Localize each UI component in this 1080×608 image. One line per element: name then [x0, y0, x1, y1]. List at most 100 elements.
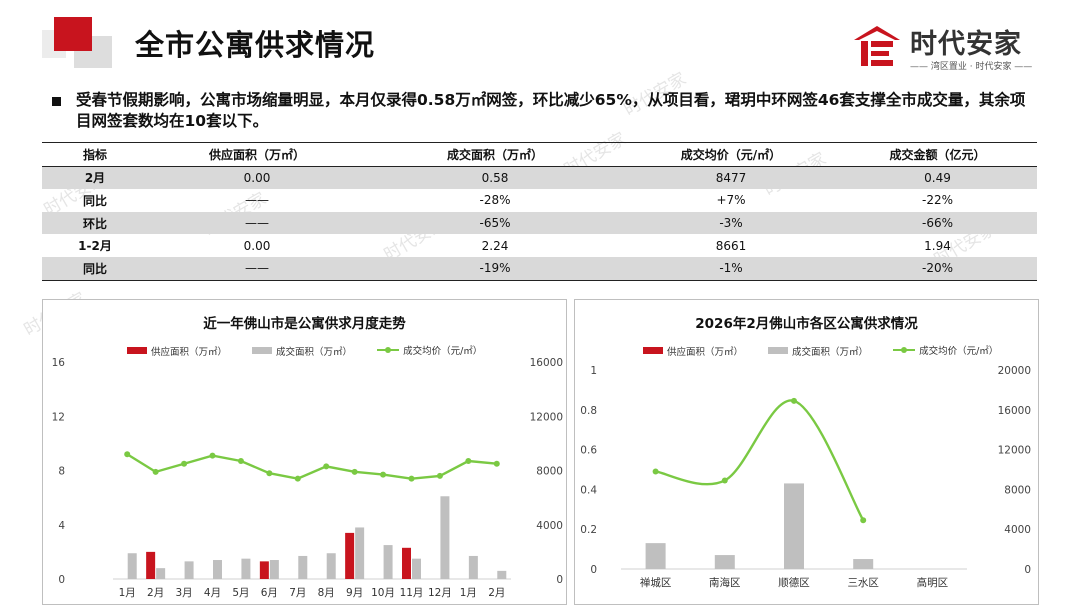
- table-header-row: 指标 供应面积（万㎡） 成交面积（万㎡） 成交均价（元/㎡） 成交金额（亿元）: [42, 142, 1037, 167]
- bar-deal: [269, 560, 279, 579]
- bar-deal: [497, 570, 507, 579]
- table-cell: 0.00: [148, 166, 366, 190]
- table-cell: 1-2月: [78, 239, 112, 254]
- bar-deal: [241, 558, 251, 579]
- table-cell: -28%: [479, 193, 511, 208]
- x-tick-label: 三水区: [847, 577, 879, 589]
- legend-swatch-icon: [768, 347, 789, 354]
- table-cell: ——: [245, 193, 269, 208]
- summary-table: 指标 供应面积（万㎡） 成交面积（万㎡） 成交均价（元/㎡） 成交金额（亿元） …: [42, 142, 1037, 281]
- table-cell: 2.24: [481, 238, 509, 253]
- legend-item-supply: 供应面积（万㎡）: [643, 344, 743, 358]
- table-row: 2月 0.00 0.58 8477 0.49: [42, 166, 1037, 190]
- y-left-tick-label: 0.6: [580, 445, 597, 457]
- bar-supply: [402, 547, 411, 579]
- y-right-tick-label: 4000: [536, 520, 563, 532]
- y-left-tick-label: 0: [58, 574, 65, 586]
- bar-deal: [127, 553, 137, 579]
- point-price: [860, 517, 867, 524]
- y-right-tick-label: 12000: [530, 411, 563, 423]
- bar-deal: [298, 555, 308, 579]
- bar-deal: [326, 553, 336, 579]
- y-right-tick-label: 8000: [536, 466, 563, 478]
- y-left-tick-label: 0.8: [580, 405, 597, 417]
- district-chart-panel: 2026年2月佛山市各区公寓供求情况 供应面积（万㎡） 成交面积（万㎡） 成交均…: [574, 299, 1039, 605]
- table-header-cell: 成交金额（亿元）: [838, 142, 1037, 167]
- point-price: [294, 475, 301, 482]
- bar-deal: [440, 496, 450, 579]
- table-cell: 1.94: [924, 238, 951, 253]
- table-row: 1-2月 0.00 2.24 8661 1.94: [42, 234, 1037, 257]
- table-cell: 环比: [42, 211, 148, 235]
- table-cell: 0.49: [838, 166, 1037, 190]
- bar-deal: [714, 555, 735, 569]
- point-price: [351, 468, 358, 475]
- table-header-cell: 成交面积（万㎡）: [366, 142, 624, 167]
- point-price: [124, 451, 131, 458]
- bullet-icon: [52, 97, 61, 106]
- legend-line-icon: [893, 346, 916, 354]
- point-price: [209, 452, 216, 459]
- table-cell: -19%: [366, 256, 624, 281]
- bar-deal: [383, 545, 393, 579]
- bar-deal: [184, 561, 194, 579]
- table-cell: -22%: [921, 193, 953, 208]
- table-header-cell: 成交均价（元/㎡）: [624, 142, 838, 167]
- point-price: [465, 458, 472, 465]
- x-tick-label: 1月: [119, 587, 136, 599]
- legend-label: 供应面积（万㎡）: [151, 346, 228, 358]
- table-row: 同比 —— -28% +7% -22%: [42, 189, 1037, 212]
- table-cell: 8661: [715, 238, 747, 253]
- chart-legend: 供应面积（万㎡） 成交面积（万㎡） 成交均价（元/㎡）: [127, 343, 504, 358]
- logo-mark-icon: [854, 26, 900, 66]
- y-right-tick-label: 0: [1024, 564, 1031, 576]
- y-left-tick-label: 4: [58, 520, 65, 532]
- table-cell: 2月: [42, 166, 148, 190]
- point-price: [408, 475, 415, 482]
- point-price: [152, 468, 159, 475]
- bar-deal: [645, 543, 666, 569]
- y-right-tick-label: 4000: [1004, 524, 1031, 536]
- x-tick-label: 9月: [346, 587, 363, 599]
- point-price: [436, 472, 443, 479]
- table-cell: -65%: [366, 211, 624, 235]
- legend-label: 成交均价（元/㎡）: [403, 346, 483, 357]
- y-left-tick-label: 0: [590, 564, 597, 576]
- point-price: [652, 468, 659, 475]
- table-cell: 0.00: [243, 238, 271, 253]
- y-left-tick-label: 1: [590, 365, 597, 377]
- x-tick-label: 禅城区: [640, 576, 672, 589]
- point-price: [237, 458, 244, 465]
- legend-swatch-icon: [252, 347, 273, 354]
- point-price: [323, 463, 330, 470]
- y-left-tick-label: 0.2: [580, 524, 597, 536]
- legend-swatch-icon: [127, 347, 147, 354]
- chart-title: 近一年佛山市是公寓供求月度走势: [203, 316, 406, 332]
- monthly-trend-chart: 0 4 8 12 16 0 4000 8000 12000 16000 1月 2月 3月 4月 5月 6月 7月…: [52, 357, 563, 599]
- legend-item-price: 成交均价（元/㎡）: [377, 343, 482, 357]
- y-right-tick-label: 16000: [530, 357, 563, 369]
- table-header-cell: 指标: [42, 142, 148, 167]
- table-cell: 0.58: [366, 166, 624, 190]
- y-right-tick-label: 0: [556, 574, 563, 586]
- table-cell: -3%: [624, 211, 838, 235]
- legend-item-price: 成交均价（元/㎡）: [893, 343, 998, 357]
- x-tick-label: 1月: [460, 587, 477, 599]
- series-line-price: [126, 453, 497, 480]
- legend-label: 成交均价（元/㎡）: [919, 346, 999, 357]
- logo-text: 时代安家: [910, 29, 1022, 60]
- district-chart: 0 0.2 0.4 0.6 0.8 1 0 4000 8000 12000 16000 20000 禅城…: [580, 365, 1031, 589]
- logo-tagline: —— 湾区置业 · 时代安家 ——: [910, 62, 1033, 72]
- x-tick-label: 8月: [318, 587, 335, 599]
- point-price: [791, 397, 797, 404]
- chart-legend: 供应面积（万㎡） 成交面积（万㎡） 成交均价（元/㎡）: [643, 343, 1020, 358]
- summary-text: 受春节假期影响，公寓市场缩量明显，本月仅录得0.58万㎡网签，环比减少65%，从…: [76, 91, 1026, 130]
- company-logo: 时代安家 —— 湾区置业 · 时代安家 ——: [852, 22, 1052, 74]
- x-tick-label: 10月: [371, 587, 395, 599]
- table-cell: 8477: [624, 166, 838, 190]
- x-tick-label: 3月: [175, 587, 192, 599]
- bar-deal: [853, 559, 874, 569]
- legend-item-deal: 成交面积（万㎡）: [768, 344, 868, 358]
- x-tick-label: 4月: [204, 587, 221, 599]
- table-cell: ——: [148, 211, 366, 235]
